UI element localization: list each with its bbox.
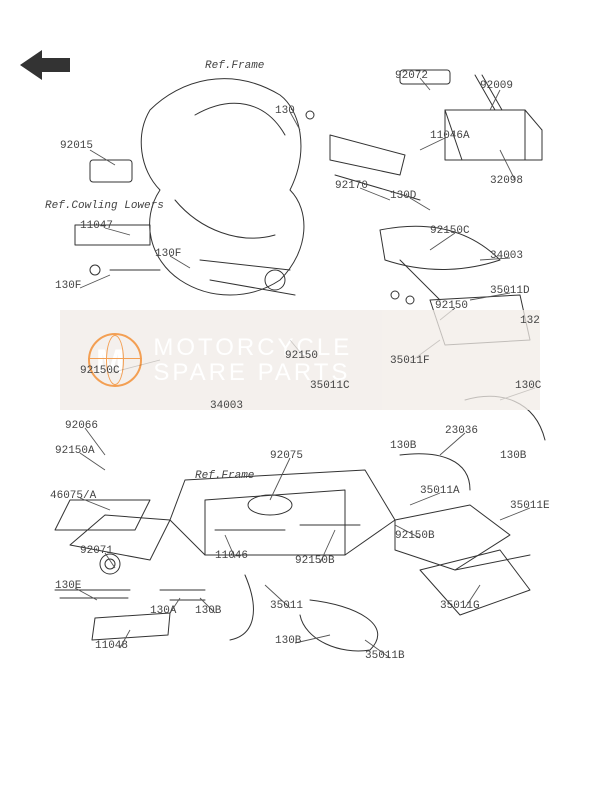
- callout-label: 11047: [80, 220, 113, 232]
- callout-label: 92009: [480, 80, 513, 92]
- callout-label: 92170: [335, 180, 368, 192]
- ref-frame-bottom-label: Ref.Frame: [195, 470, 254, 482]
- callout-label: 35011: [270, 600, 303, 612]
- callout-label: 34003: [490, 250, 523, 262]
- callout-label: 130B: [390, 440, 416, 452]
- ref-cowling-label: Ref.Cowling Lowers: [45, 200, 164, 212]
- callout-label: 35011G: [440, 600, 480, 612]
- callout-label: 92150B: [395, 530, 435, 542]
- callout-label: 92150A: [55, 445, 95, 457]
- callout-label: 23036: [445, 425, 478, 437]
- callout-label: 92071: [80, 545, 113, 557]
- callout-label: 92072: [395, 70, 428, 82]
- callout-label: 34003: [210, 400, 243, 412]
- callout-label: 92075: [270, 450, 303, 462]
- callout-label: 35011A: [420, 485, 460, 497]
- callout-label: 130E: [55, 580, 81, 592]
- callout-label: 132: [520, 315, 540, 327]
- callout-label: 130B: [500, 450, 526, 462]
- callout-label: 92150C: [430, 225, 470, 237]
- callout-label: 130D: [390, 190, 416, 202]
- orientation-arrow-icon: [20, 40, 80, 80]
- callout-label: 92066: [65, 420, 98, 432]
- callout-label: 92150C: [80, 365, 120, 377]
- callout-label: 130B: [195, 605, 221, 617]
- callout-label: 130F: [155, 248, 181, 260]
- callout-label: 35011B: [365, 650, 405, 662]
- callout-label: 11048: [95, 640, 128, 652]
- callout-label: 46075/A: [50, 490, 96, 502]
- callout-label: 35011E: [510, 500, 550, 512]
- watermark-globe-icon: [88, 333, 142, 387]
- watermark-line1: MOTORCYCLE: [153, 335, 352, 360]
- callout-label: 130A: [150, 605, 176, 617]
- callout-label: 11046: [215, 550, 248, 562]
- callout-label: 92015: [60, 140, 93, 152]
- callout-label: 92150B: [295, 555, 335, 567]
- watermark-text: MOTORCYCLE SPARE PARTS: [153, 335, 352, 385]
- callout-label: 130: [275, 105, 295, 117]
- callout-label: 92150: [285, 350, 318, 362]
- callout-label: 32098: [490, 175, 523, 187]
- callout-label: 35011D: [490, 285, 530, 297]
- callout-label: 130F: [55, 280, 81, 292]
- ref-frame-top-label: Ref.Frame: [205, 60, 264, 72]
- callout-label: 35011F: [390, 355, 430, 367]
- callout-label: 130B: [275, 635, 301, 647]
- callout-label: 35011C: [310, 380, 350, 392]
- callout-label: 11046A: [430, 130, 470, 142]
- diagram-canvas: Ref.Frame Ref.Cowling Lowers Ref.Frame M…: [0, 0, 600, 785]
- callout-label: 92150: [435, 300, 468, 312]
- callout-label: 130C: [515, 380, 541, 392]
